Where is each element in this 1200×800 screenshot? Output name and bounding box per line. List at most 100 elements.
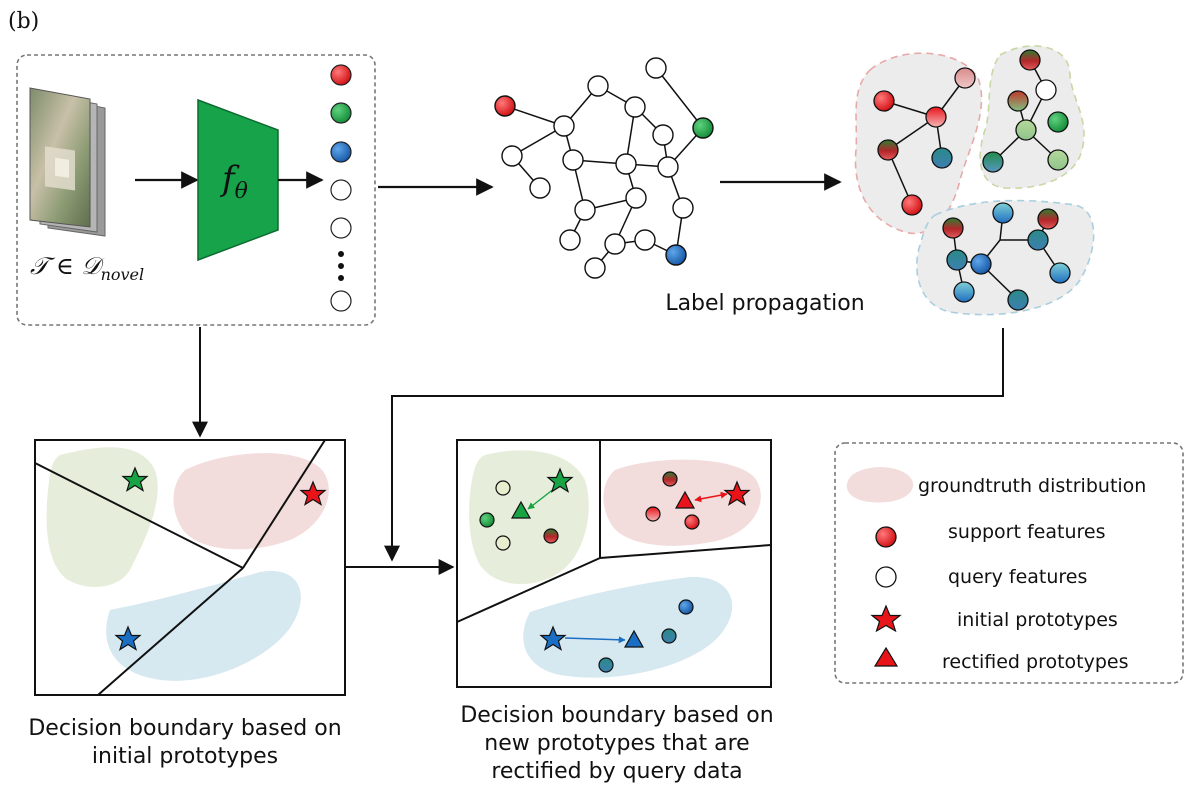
caption-rectified-line1: Decision boundary based on <box>460 703 773 728</box>
rectify-arrow-green <box>527 487 556 510</box>
support-feature-green <box>330 102 352 124</box>
ellipsis-dot <box>338 275 344 281</box>
cluster-node <box>877 139 899 161</box>
propagated-clusters <box>854 45 1095 316</box>
rectified-boundary-panel <box>456 439 772 688</box>
query-point <box>495 480 511 496</box>
initial-boundary-panel <box>34 439 346 696</box>
feature-column <box>330 64 352 312</box>
initial-prototype-red <box>723 480 751 506</box>
region-pink <box>173 453 329 550</box>
graph-node <box>574 199 596 221</box>
cluster-node <box>1027 229 1049 251</box>
input-image-stack <box>29 87 106 237</box>
cluster-node <box>1007 289 1029 311</box>
panel-label: (b) <box>8 9 39 34</box>
cluster-node <box>901 194 923 216</box>
graph-node <box>529 177 551 199</box>
support-feature-blue <box>330 141 352 163</box>
query-feature-icon <box>875 566 897 588</box>
initial-prototype-blue <box>539 625 567 651</box>
caption-rectified-line2: new prototypes that are <box>484 731 749 756</box>
boundary-line <box>97 567 244 696</box>
legend: groundtruth distribution support feature… <box>834 442 1184 684</box>
graph-nodes <box>494 57 714 279</box>
query-point <box>543 528 559 544</box>
query-feature <box>330 179 352 201</box>
graph-node-support-red <box>494 95 516 117</box>
query-feature <box>330 217 352 239</box>
query-point <box>678 599 694 615</box>
initial-prototype-red <box>299 480 327 506</box>
query-feature <box>330 290 352 312</box>
caption-initial-line2: initial prototypes <box>92 744 278 769</box>
graph-node <box>553 115 575 137</box>
boundary-line <box>456 557 601 623</box>
legend-groundtruth: groundtruth distribution <box>918 475 1146 497</box>
cluster-node <box>873 90 895 112</box>
support-feature-icon <box>875 526 897 548</box>
query-point <box>598 657 614 673</box>
cluster-node <box>970 253 992 275</box>
legend-query: query features <box>948 566 1087 588</box>
graph-node-support-blue <box>665 244 687 266</box>
input-label: 𝒯 ∈ 𝒟novel <box>30 252 144 284</box>
support-point <box>684 514 700 530</box>
cluster-node <box>942 217 964 239</box>
query-point <box>661 628 677 644</box>
cluster-node <box>1049 262 1071 284</box>
cluster-node <box>1047 111 1069 133</box>
boundary-line <box>242 439 326 569</box>
graph-node <box>501 145 523 167</box>
caption-rectified-line3: rectified by query data <box>491 759 742 784</box>
rectified-prototype-icon <box>873 646 899 667</box>
graph-node <box>584 257 606 279</box>
arrow-clusters-to-rectified <box>384 328 1004 562</box>
query-point <box>645 506 661 522</box>
query-point <box>662 471 678 487</box>
feature-extractor-network <box>197 98 279 262</box>
rectified-prototype-green <box>510 500 532 519</box>
boundary-line <box>34 462 244 569</box>
cluster-node <box>953 281 975 303</box>
cluster-node <box>946 249 968 271</box>
legend-support: support features <box>948 521 1105 543</box>
query-point <box>495 535 511 551</box>
graph-node <box>587 75 609 97</box>
graph-node <box>559 229 581 251</box>
legend-rectified: rectified prototypes <box>942 651 1129 673</box>
groundtruth-swatch-icon <box>846 467 914 503</box>
rectified-prototype-red <box>674 490 696 509</box>
cluster-node <box>1015 119 1037 141</box>
graph-node <box>657 156 679 178</box>
graph-node <box>634 229 656 251</box>
caption-initial-line1: Decision boundary based on <box>28 716 341 741</box>
graph-node <box>645 57 667 79</box>
cluster-node <box>1035 79 1057 101</box>
graph-node-support-green <box>692 117 714 139</box>
label-propagation-caption: Label propagation <box>665 291 864 316</box>
region-blue <box>106 570 301 681</box>
cluster-node <box>1007 90 1029 112</box>
region-blue <box>523 576 733 678</box>
initial-prototype-blue <box>114 625 142 651</box>
graph-node <box>562 149 584 171</box>
graph-node <box>624 96 646 118</box>
rectify-arrow-blue <box>564 636 626 644</box>
ellipsis-dot <box>338 251 344 257</box>
graph-node <box>672 197 694 219</box>
cluster-node <box>992 202 1014 224</box>
graph-node <box>604 233 626 255</box>
rectify-arrow-red <box>694 491 728 503</box>
initial-prototype-icon <box>870 604 902 633</box>
initial-prototype-green <box>121 466 149 492</box>
cluster-node <box>954 67 976 89</box>
ellipsis-dot <box>338 263 344 269</box>
encoder-box: 𝒯 ∈ 𝒟novel fθ <box>16 54 376 326</box>
cluster-node <box>982 151 1004 173</box>
cluster-node <box>1047 149 1069 171</box>
initial-prototype-green <box>546 467 574 493</box>
cluster-node <box>1037 208 1059 230</box>
graph-node <box>615 153 637 175</box>
